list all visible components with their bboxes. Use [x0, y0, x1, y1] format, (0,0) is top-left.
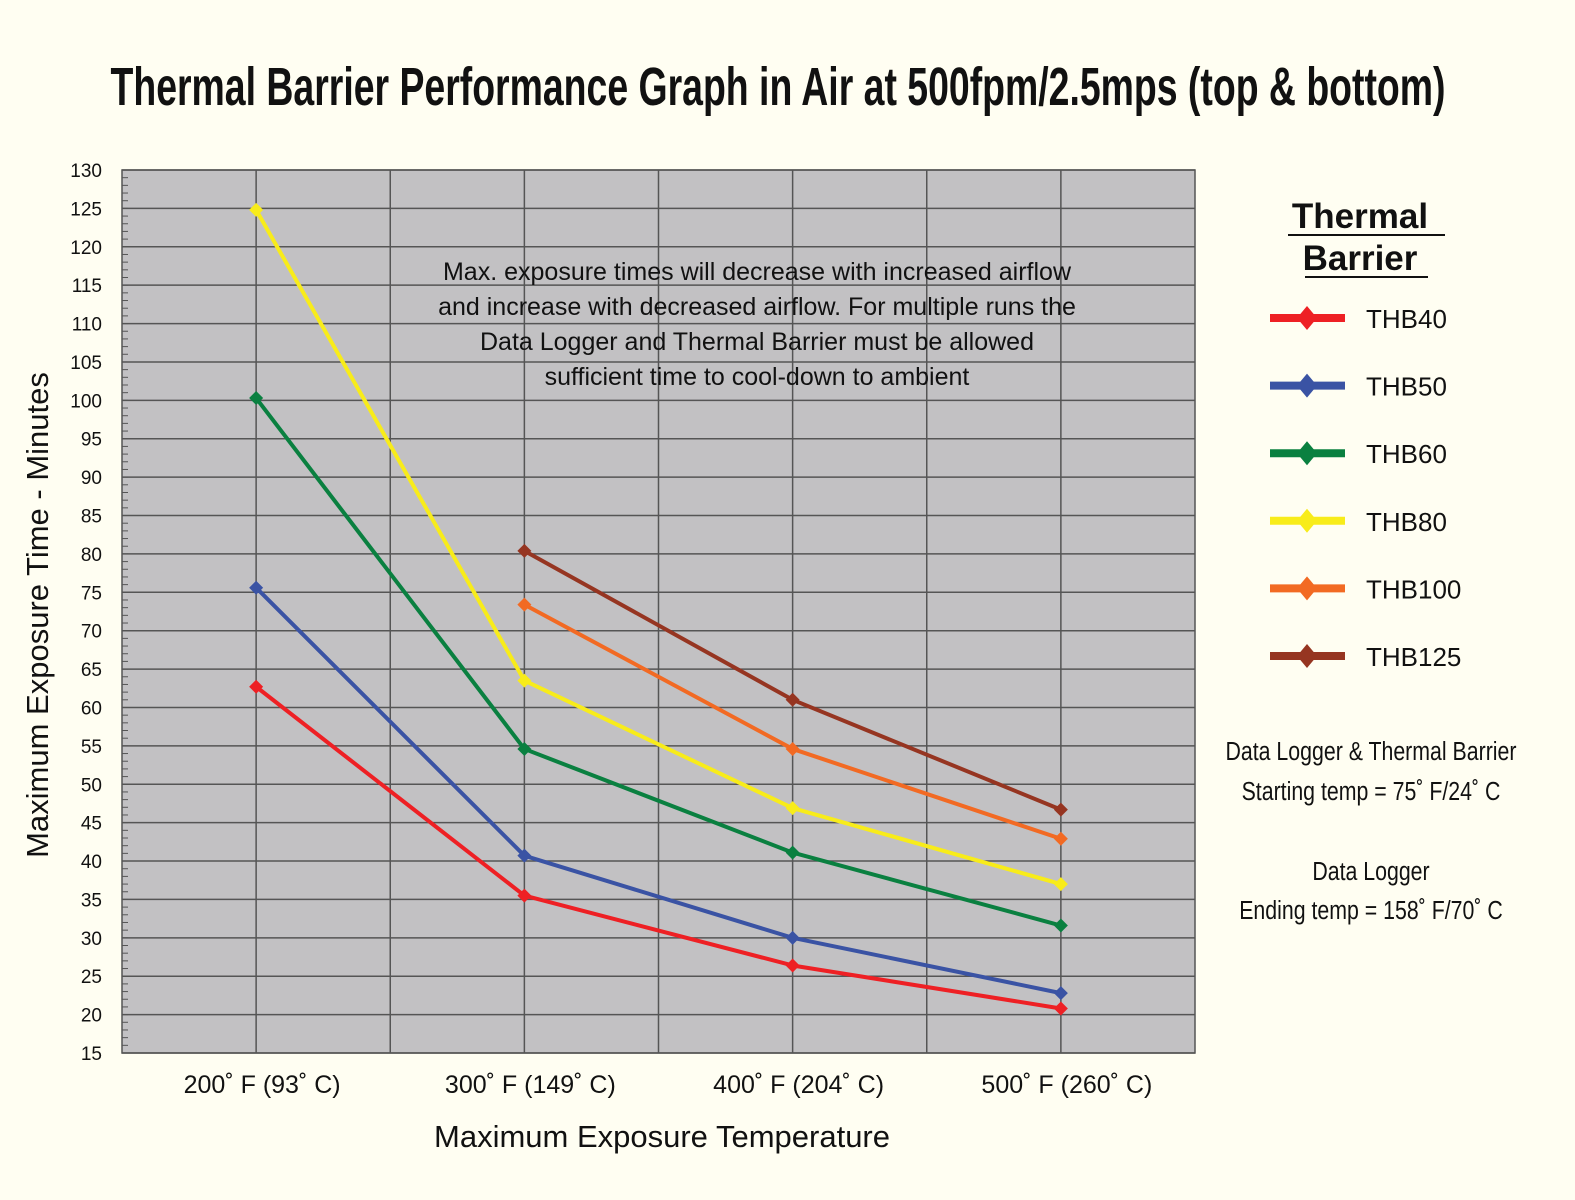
y-tick-label: 125	[70, 199, 102, 220]
data-point-marker	[249, 391, 264, 406]
y-tick-label: 30	[81, 929, 102, 950]
y-tick-label: 60	[81, 698, 102, 719]
y-tick-label: 45	[81, 814, 102, 835]
legend-title: Barrier	[1303, 239, 1418, 278]
y-tick-label: 50	[81, 775, 102, 796]
annotation-line: sufficient time to cool-down to ambient	[545, 363, 970, 391]
y-tick-label: 75	[81, 583, 102, 604]
y-tick-label: 130	[70, 161, 102, 182]
series-line	[254, 586, 1062, 996]
data-point-marker	[785, 845, 800, 860]
data-point-marker	[517, 888, 532, 903]
series-lines	[249, 202, 1068, 1016]
y-tick-label: 40	[81, 852, 102, 873]
y-tick-label: 110	[72, 315, 102, 336]
legend-item-thb80: THB80	[1270, 507, 1447, 537]
y-tick-label: 100	[70, 391, 102, 412]
x-axis-label: Maximum Exposure Temperature	[434, 1119, 890, 1154]
series-thb50	[249, 580, 1068, 1001]
data-point-marker	[517, 741, 532, 756]
data-point-marker	[1053, 831, 1068, 846]
legend-marker	[1297, 441, 1317, 466]
y-tick-label: 55	[81, 737, 102, 758]
legend-label: THB125	[1366, 642, 1461, 672]
legend-label: THB60	[1366, 439, 1447, 469]
y-tick-label: 20	[81, 1006, 102, 1027]
legend-label: THB100	[1366, 574, 1461, 604]
legend-label: THB80	[1366, 507, 1447, 537]
data-point-marker	[517, 673, 532, 688]
x-tick-label: 200˚ F (93˚ C)	[184, 1071, 341, 1099]
data-point-marker	[1053, 986, 1068, 1001]
legend-marker	[1297, 508, 1317, 533]
data-point-marker	[249, 202, 264, 217]
x-tick-labels: 200˚ F (93˚ C) 300˚ F (149˚ C) 400˚ F (204…	[184, 1071, 1153, 1099]
y-tick-label: 35	[81, 890, 102, 911]
data-point-marker	[249, 679, 264, 694]
temperature-note: Data Logger	[1312, 857, 1429, 887]
y-tick-label: 90	[81, 468, 102, 489]
airflow-annotation: Max. exposure times will decrease with i…	[438, 258, 1076, 391]
y-tick-labels: 15 20 25 30 35 40 45 50 55 60 65 70 75 80 85 90 95 100 105…	[70, 161, 102, 1065]
y-tick-label: 85	[81, 507, 102, 528]
legend-item-thb125: THB125	[1270, 642, 1461, 672]
chart-title: Thermal Barrier Performance Graph in Air…	[111, 57, 1446, 117]
y-tick-label: 115	[72, 276, 102, 297]
x-tick-label: 400˚ F (204˚ C)	[713, 1071, 884, 1099]
y-tick-label: 105	[70, 353, 102, 374]
legend-label: THB50	[1366, 372, 1447, 402]
series-thb80	[249, 202, 1068, 892]
y-tick-label: 65	[81, 660, 102, 681]
data-point-marker	[785, 930, 800, 945]
data-point-marker	[1053, 877, 1068, 892]
temperature-note: Starting temp = 75˚ F/24˚ C	[1242, 777, 1501, 807]
data-point-marker	[517, 848, 532, 863]
data-point-marker	[517, 543, 532, 558]
data-point-marker	[785, 692, 800, 707]
data-point-marker	[785, 958, 800, 973]
series-thb125	[517, 543, 1068, 817]
data-point-marker	[1053, 802, 1068, 817]
series-line	[254, 396, 1062, 928]
y-axis-label: Maximum Exposure Time - Minutes	[20, 372, 55, 858]
data-point-marker	[517, 597, 532, 612]
data-point-marker	[785, 801, 800, 816]
y-tick-label: 25	[81, 967, 102, 988]
legend-item-thb100: THB100	[1270, 574, 1461, 604]
series-line	[254, 208, 1062, 887]
annotation-line: Data Logger and Thermal Barrier must be …	[480, 328, 1034, 356]
y-tick-label: 15	[81, 1044, 102, 1065]
y-tick-label: 70	[81, 622, 102, 643]
x-tick-label: 300˚ F (149˚ C)	[445, 1071, 616, 1099]
x-tick-label: 500˚ F (260˚ C)	[981, 1071, 1152, 1099]
series-thb40	[249, 679, 1068, 1016]
data-point-marker	[1053, 1001, 1068, 1016]
legend-marker	[1297, 576, 1317, 601]
legend-marker	[1297, 373, 1317, 398]
annotation-line: Max. exposure times will decrease with i…	[443, 258, 1072, 286]
temperature-notes: Data Logger & Thermal Barrier Starting te…	[1225, 737, 1516, 926]
y-tick-label: 95	[81, 430, 102, 451]
legend-title: Thermal	[1292, 197, 1428, 236]
data-point-marker	[249, 580, 264, 595]
legend-marker	[1297, 644, 1317, 668]
legend-item-thb60: THB60	[1270, 439, 1447, 469]
data-point-marker	[1053, 918, 1068, 933]
series-line	[254, 685, 1062, 1011]
series-thb60	[249, 391, 1068, 933]
annotation-line: and increase with decreased airflow. For…	[438, 293, 1076, 321]
legend-item-thb50: THB50	[1270, 372, 1447, 402]
data-point-marker	[785, 741, 800, 756]
y-tick-label: 80	[81, 545, 102, 566]
legend-label: THB40	[1366, 304, 1447, 334]
y-tick-label: 120	[70, 238, 102, 259]
temperature-note: Data Logger & Thermal Barrier	[1225, 737, 1516, 767]
legend-marker	[1297, 306, 1317, 330]
series-thb100	[517, 597, 1068, 846]
legend-item-thb40: THB40	[1270, 304, 1447, 334]
temperature-note: Ending temp = 158˚ F/70˚ C	[1239, 896, 1503, 926]
